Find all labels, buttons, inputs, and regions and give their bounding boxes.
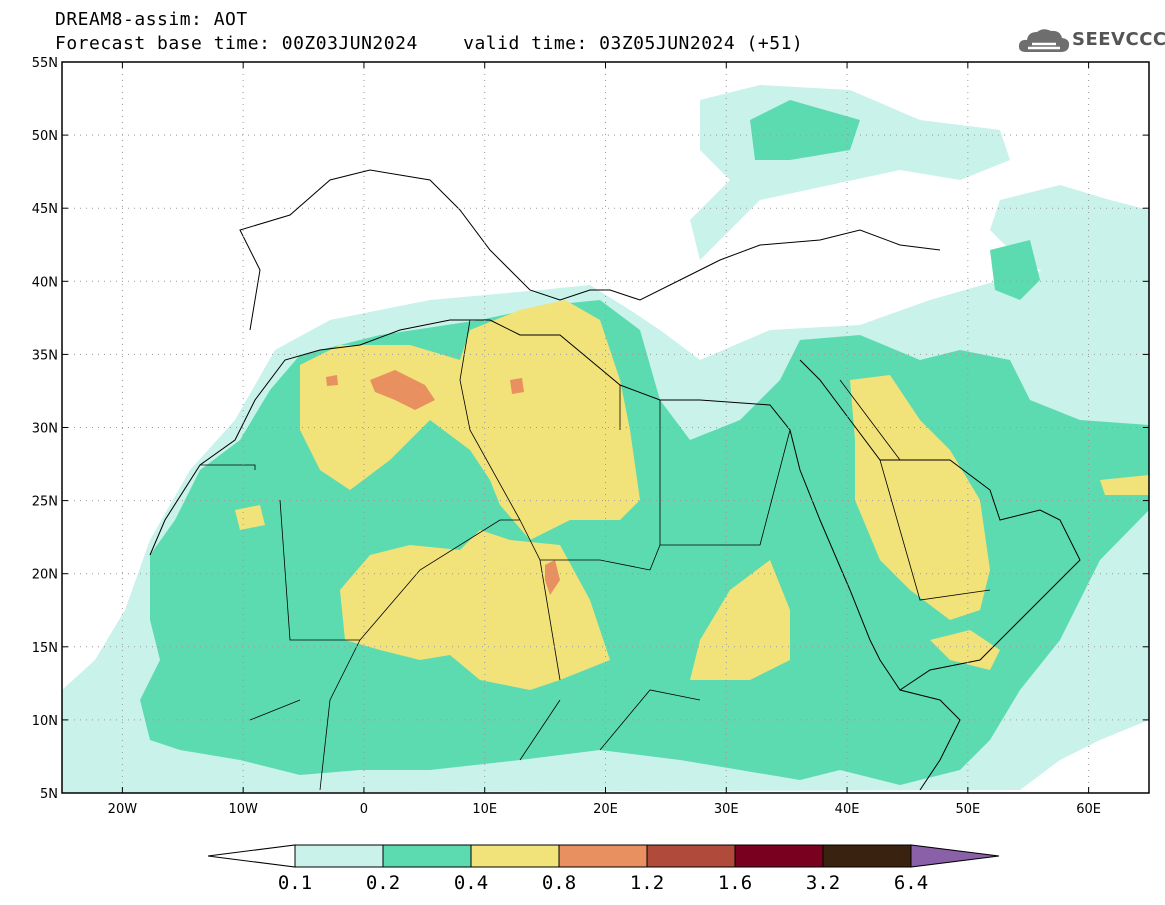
lat-tick-label: 25N	[32, 495, 58, 510]
aot-band-0.8-algeria	[370, 370, 435, 410]
colorbar-label: 0.4	[454, 872, 488, 894]
aot-band-0.4-algeria-libya	[300, 300, 640, 540]
aot-band-0.8-chad	[545, 560, 560, 595]
colorbar-label: 3.2	[806, 872, 840, 894]
aot-band-0.4-yemen	[930, 630, 1000, 670]
lon-tick-label: 0	[360, 802, 368, 817]
colorbar-label: 0.8	[542, 872, 576, 894]
colorbar-over-triangle	[910, 844, 1000, 868]
aot-band-0.1-north	[690, 85, 1010, 260]
aot-band-0.8-morocco	[326, 375, 338, 386]
aot-field	[62, 85, 1149, 793]
aot-band-0.4-gulf	[1100, 475, 1149, 495]
aot-band-0.4-west	[235, 505, 265, 530]
aot-band-0.4-sahel	[340, 530, 610, 690]
lat-tick-label: 5N	[40, 787, 58, 802]
colorbar-under-triangle	[207, 844, 296, 868]
colorbar-label: 1.6	[718, 872, 752, 894]
aot-band-0.8-libya	[510, 378, 524, 394]
lon-tick-label: 30E	[714, 802, 739, 817]
aot-colorbar: 0.1 0.2 0.4 0.8 1.2 1.6 3.2 6.4	[207, 844, 1000, 894]
colorbar-segment	[646, 844, 736, 868]
colorbar-segment	[382, 844, 472, 868]
lat-tick-label: 45N	[32, 202, 58, 217]
lat-tick-label: 35N	[32, 348, 58, 363]
latitude-axis: 55N 50N 45N 40N 35N 30N 25N 20N 15N 10N 5N	[32, 56, 1149, 802]
map-title: DREAM8-assim: AOT	[55, 9, 248, 30]
colorbar-segment	[734, 844, 824, 868]
forecast-time-subtitle: Forecast base time: 00Z03JUN2024 valid t…	[55, 33, 804, 54]
lat-tick-label: 20N	[32, 568, 58, 583]
colorbar-segment	[822, 844, 912, 868]
aot-band-0.1-east	[990, 185, 1149, 300]
longitude-axis: 20W 10W 0 10E 20E 30E 40E 50E 60E	[108, 62, 1101, 817]
colorbar-label: 0.2	[366, 872, 400, 894]
aot-band-0.2	[140, 300, 1149, 785]
logo-text: SEEVCCC	[1072, 29, 1165, 50]
lon-tick-label: 40E	[835, 802, 860, 817]
coastline-arabia	[799, 359, 1081, 691]
colorbar-label: 6.4	[894, 872, 928, 894]
lon-tick-label: 60E	[1076, 802, 1101, 817]
seevccc-logo: SEEVCCC	[1016, 24, 1165, 58]
coastline-europe	[239, 169, 941, 331]
country-borders	[200, 319, 991, 791]
coastlines-borders	[149, 169, 1081, 791]
lon-tick-label: 10W	[228, 802, 258, 817]
lon-tick-label: 50E	[955, 802, 980, 817]
cloud-icon	[1018, 29, 1070, 52]
lat-tick-label: 55N	[32, 56, 58, 71]
lon-tick-label: 20E	[593, 802, 618, 817]
colorbar-segment	[470, 844, 560, 868]
colorbar-label: 1.2	[630, 872, 664, 894]
lon-tick-label: 10E	[472, 802, 497, 817]
lat-tick-label: 40N	[32, 275, 58, 290]
lat-tick-label: 30N	[32, 422, 58, 437]
aot-band-0.2-black-sea	[990, 240, 1040, 300]
aot-band-0.4-sudan	[690, 560, 790, 680]
aot-band-0.4-arabia	[850, 375, 990, 620]
colorbar-segment	[294, 844, 384, 868]
colorbar-segment	[558, 844, 648, 868]
lat-tick-label: 50N	[32, 129, 58, 144]
colorbar-label: 0.1	[278, 872, 312, 894]
lon-tick-label: 20W	[108, 802, 138, 817]
lat-tick-label: 10N	[32, 714, 58, 729]
lat-tick-label: 15N	[32, 641, 58, 656]
aot-band-0.2-north	[750, 100, 860, 160]
